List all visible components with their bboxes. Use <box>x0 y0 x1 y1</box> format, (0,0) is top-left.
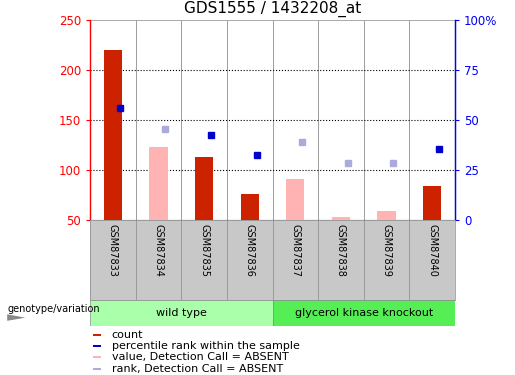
Text: wild type: wild type <box>156 308 207 318</box>
Text: GSM87837: GSM87837 <box>290 224 300 277</box>
Title: GDS1555 / 1432208_at: GDS1555 / 1432208_at <box>184 1 361 17</box>
Bar <box>241 194 259 220</box>
Polygon shape <box>7 314 25 321</box>
Bar <box>272 20 318 220</box>
Text: GSM87834: GSM87834 <box>153 224 163 277</box>
Bar <box>409 20 455 220</box>
Text: GSM87840: GSM87840 <box>427 224 437 277</box>
Text: GSM87836: GSM87836 <box>245 224 255 277</box>
Bar <box>318 20 364 220</box>
Text: GSM87835: GSM87835 <box>199 224 209 277</box>
Text: genotype/variation: genotype/variation <box>7 304 100 314</box>
Bar <box>90 20 135 220</box>
Bar <box>90 300 272 326</box>
Bar <box>364 20 409 220</box>
Bar <box>104 50 122 220</box>
Text: GSM87833: GSM87833 <box>108 224 118 277</box>
Text: glycerol kinase knockout: glycerol kinase knockout <box>295 308 433 318</box>
Bar <box>93 345 101 347</box>
Text: GSM87839: GSM87839 <box>382 224 391 277</box>
Bar <box>195 157 213 220</box>
Bar <box>135 20 181 220</box>
Bar <box>332 217 350 220</box>
Bar <box>377 211 396 220</box>
Bar <box>181 20 227 220</box>
Bar <box>149 147 167 220</box>
Bar <box>272 300 455 326</box>
Bar <box>286 179 304 220</box>
Bar <box>93 368 101 370</box>
Bar <box>227 20 272 220</box>
Text: count: count <box>112 330 143 340</box>
Text: GSM87838: GSM87838 <box>336 224 346 277</box>
Bar <box>93 334 101 336</box>
Bar <box>423 186 441 220</box>
Bar <box>93 356 101 358</box>
Text: percentile rank within the sample: percentile rank within the sample <box>112 341 300 351</box>
Text: value, Detection Call = ABSENT: value, Detection Call = ABSENT <box>112 352 288 362</box>
Text: rank, Detection Call = ABSENT: rank, Detection Call = ABSENT <box>112 364 283 374</box>
